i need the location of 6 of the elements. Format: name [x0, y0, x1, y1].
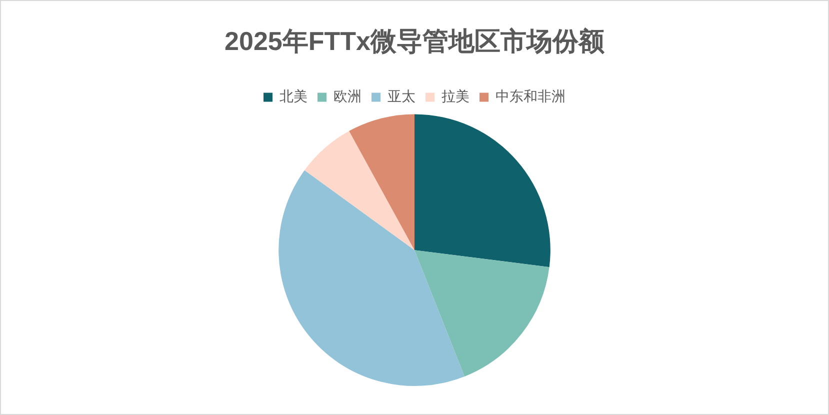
legend-label: 北美 — [280, 88, 308, 104]
legend-label: 中东和非洲 — [496, 88, 566, 104]
chart-title: 2025年FTTx微导管地区市场份额 — [224, 26, 606, 56]
legend-label: 欧洲 — [334, 88, 362, 104]
legend-label: 亚太 — [388, 88, 416, 104]
legend-label: 拉美 — [442, 88, 470, 104]
